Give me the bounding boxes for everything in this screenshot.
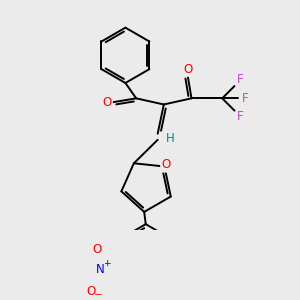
- Text: +: +: [103, 259, 110, 268]
- Text: F: F: [237, 110, 244, 123]
- Text: O: O: [86, 284, 96, 298]
- Text: −: −: [94, 290, 103, 300]
- Text: F: F: [237, 74, 244, 86]
- Text: O: O: [183, 63, 192, 76]
- Text: H: H: [166, 132, 174, 145]
- Text: O: O: [93, 243, 102, 256]
- Text: O: O: [161, 158, 171, 172]
- Text: O: O: [102, 96, 112, 109]
- Text: N: N: [96, 263, 105, 276]
- Text: F: F: [242, 92, 249, 105]
